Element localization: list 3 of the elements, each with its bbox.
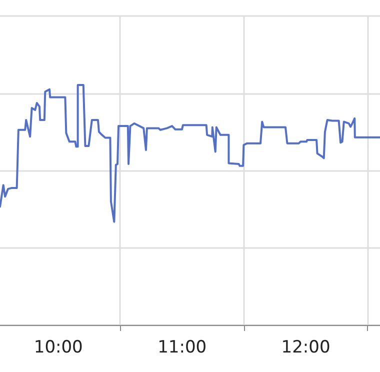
x-tick-label: 11:00 [158, 338, 207, 358]
x-tick-label: 10:00 [34, 338, 83, 358]
x-tick-label: 12:00 [281, 338, 330, 358]
